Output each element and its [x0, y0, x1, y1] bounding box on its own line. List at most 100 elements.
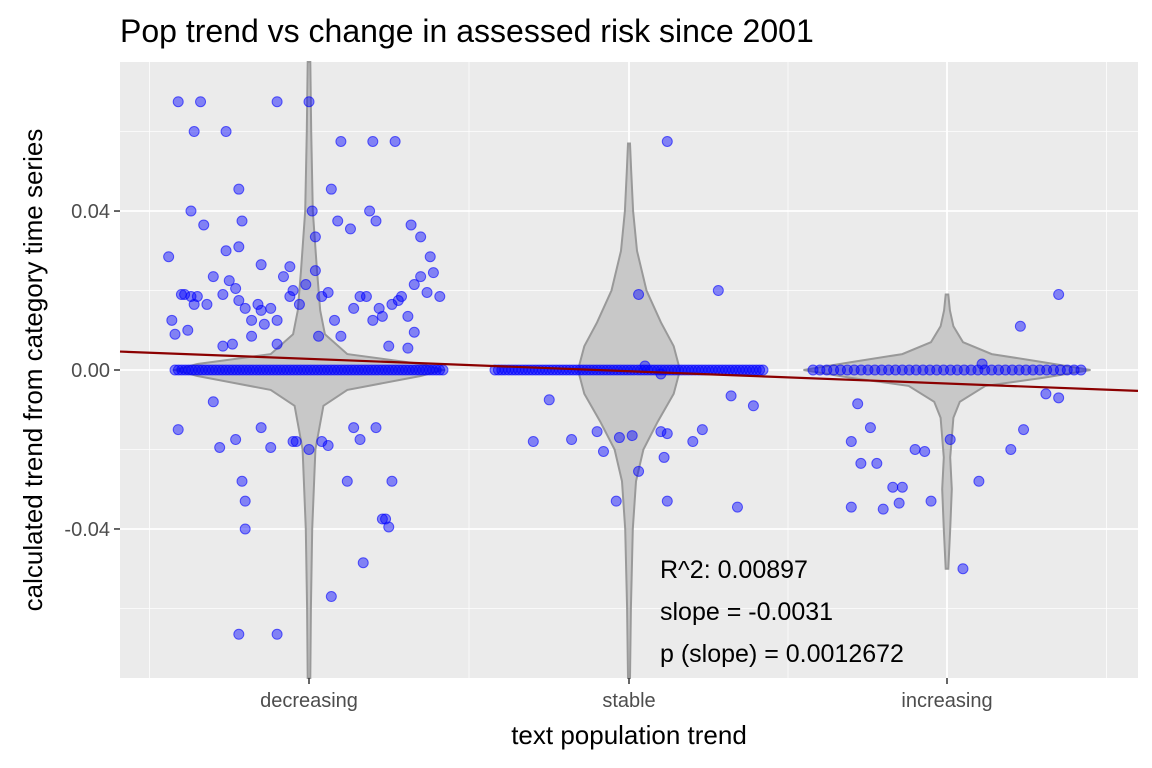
data-point: [976, 358, 988, 370]
data-point: [220, 245, 232, 257]
data-point: [316, 436, 328, 448]
data-point: [386, 298, 398, 310]
data-point: [230, 283, 242, 295]
x-tick-label: increasing: [901, 690, 992, 712]
data-point: [191, 290, 203, 302]
data-point: [163, 251, 175, 263]
x-tick-label: decreasing: [260, 690, 358, 712]
data-point: [258, 318, 270, 330]
data-point: [220, 126, 232, 138]
annotation-slope: slope = -0.0031: [660, 598, 833, 626]
data-point: [1018, 424, 1030, 436]
data-point: [405, 219, 417, 231]
data-point: [919, 445, 931, 457]
y-tick-label: 0.04: [71, 201, 110, 223]
data-point: [658, 451, 670, 463]
data-point: [687, 436, 699, 448]
data-point: [252, 298, 264, 310]
data-point: [226, 338, 238, 350]
data-point: [198, 219, 210, 231]
data-point: [246, 330, 258, 342]
data-point: [370, 215, 382, 227]
data-point: [383, 521, 395, 533]
data-point: [757, 364, 769, 376]
data-point: [179, 288, 191, 300]
y-tick-label: -0.04: [64, 519, 110, 541]
data-point: [271, 628, 283, 640]
data-point: [1075, 364, 1087, 376]
data-point: [265, 302, 277, 314]
data-point: [566, 434, 578, 446]
data-point: [332, 215, 344, 227]
data-point: [957, 563, 969, 575]
data-point: [591, 426, 603, 438]
data-point: [271, 96, 283, 108]
data-point: [845, 436, 857, 448]
data-point: [944, 434, 956, 446]
data-point: [415, 271, 427, 283]
data-point: [172, 96, 184, 108]
data-point: [421, 287, 433, 299]
data-point: [415, 231, 427, 243]
data-point: [265, 441, 277, 453]
data-point: [316, 290, 328, 302]
data-point: [239, 302, 251, 314]
data-point: [887, 481, 899, 493]
data-point: [236, 215, 248, 227]
data-point: [277, 271, 289, 283]
data-point: [300, 279, 312, 291]
data-point: [543, 394, 555, 406]
data-point: [1005, 443, 1017, 455]
data-point: [845, 501, 857, 513]
data-point: [217, 288, 229, 300]
data-point: [287, 285, 299, 297]
data-point: [306, 205, 318, 217]
data-point: [1014, 320, 1026, 332]
data-point: [233, 294, 245, 306]
data-point: [357, 557, 369, 569]
data-point: [661, 428, 673, 440]
data-point: [725, 390, 737, 402]
y-tick-label: 0.00: [71, 360, 110, 382]
data-point: [233, 241, 245, 253]
data-point: [348, 422, 360, 434]
data-point: [386, 475, 398, 487]
data-point: [655, 426, 667, 438]
data-point: [246, 314, 258, 326]
data-point: [309, 231, 321, 243]
data-point: [207, 271, 219, 283]
data-point: [370, 422, 382, 434]
data-point: [322, 440, 334, 452]
data-point: [284, 290, 296, 302]
data-point: [973, 475, 985, 487]
chart-title: Pop trend vs change in assessed risk sin…: [120, 13, 814, 49]
data-point: [233, 183, 245, 195]
data-point: [389, 135, 401, 147]
y-axis-title: calculated trend from category time seri…: [18, 129, 48, 612]
data-point: [354, 434, 366, 446]
data-point: [313, 330, 325, 342]
data-point: [230, 434, 242, 446]
data-point: [896, 481, 908, 493]
data-point: [364, 205, 376, 217]
data-point: [166, 314, 178, 326]
data-point: [712, 285, 724, 297]
data-point: [610, 495, 622, 507]
data-point: [255, 259, 267, 271]
data-point: [325, 591, 337, 603]
data-point: [201, 298, 213, 310]
data-point: [855, 457, 867, 469]
data-point: [731, 501, 743, 513]
annotation-r2: R^2: 0.00897: [660, 556, 808, 584]
data-point: [360, 290, 372, 302]
data-point: [376, 513, 388, 525]
data-point: [437, 364, 449, 376]
data-point: [427, 267, 439, 279]
data-point: [367, 314, 379, 326]
annotation-p-value: p (slope) = 0.0012672: [660, 640, 904, 668]
data-point: [233, 628, 245, 640]
data-point: [747, 400, 759, 412]
data-point: [383, 340, 395, 352]
x-tick-label: stable: [602, 690, 655, 712]
